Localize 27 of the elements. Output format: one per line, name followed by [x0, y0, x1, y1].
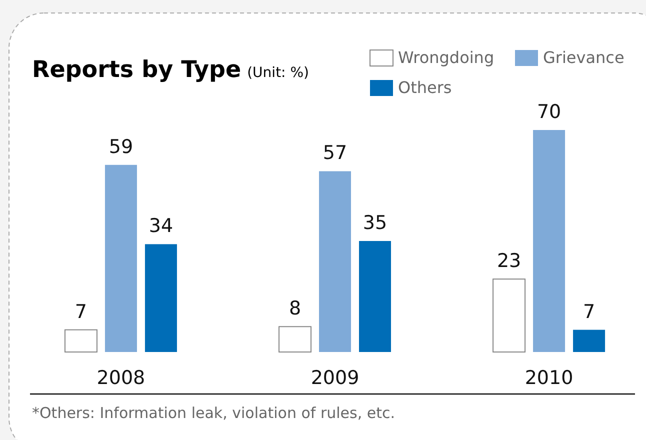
data-label: 7 [74, 300, 88, 323]
bar [492, 278, 526, 352]
x-tick-label: 2010 [524, 367, 574, 389]
bar [319, 171, 351, 352]
x-tick-label: 2008 [96, 367, 146, 389]
text: *Others: Information leak, violation of rules, etc. [32, 404, 395, 422]
bar [573, 330, 606, 352]
data-label: 35 [362, 212, 388, 234]
data-label: 59 [108, 136, 134, 158]
legend-label: Wrongdoing [398, 48, 494, 67]
bar [144, 244, 177, 352]
x-tick-label: 2009 [310, 367, 360, 389]
bar [278, 326, 312, 352]
chart-title: Reports by Type [32, 57, 242, 83]
bar [359, 241, 391, 352]
data-label: 7 [582, 300, 596, 323]
data-label: 57 [322, 142, 348, 164]
data-label: 70 [536, 101, 562, 123]
data-label: 34 [148, 215, 174, 238]
bar [104, 164, 137, 352]
chart-subtitle: (Unit: %) [247, 65, 309, 81]
legend-label: Grievance [543, 48, 624, 67]
bar [533, 130, 566, 352]
bar [64, 329, 98, 352]
data-label: 8 [288, 298, 302, 320]
data-label: 23 [496, 250, 522, 272]
legend-label: Others [398, 78, 452, 97]
